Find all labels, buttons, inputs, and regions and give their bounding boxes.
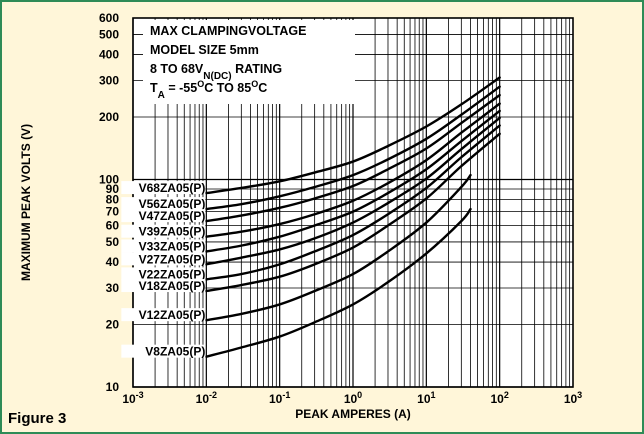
- y-tick-label: 300: [99, 73, 119, 87]
- series-line: [205, 109, 501, 253]
- x-tick-base: 10: [122, 392, 136, 406]
- series-line: [205, 85, 501, 211]
- y-tick-label: 600: [99, 11, 119, 25]
- series-line: [205, 132, 501, 293]
- series-label: V68ZA05(P): [139, 181, 206, 195]
- series-label: V12ZA05(P): [139, 308, 206, 322]
- y-tick-label: 30: [106, 281, 120, 295]
- y-tick-label: 400: [99, 48, 119, 62]
- y-tick-label: 70: [106, 205, 120, 219]
- x-tick-exponent: -3: [136, 390, 144, 400]
- y-tick-label: 500: [99, 27, 119, 41]
- x-tick-label: 103: [564, 390, 582, 406]
- series-line: [205, 102, 501, 238]
- legend-line: MODEL SIZE 5mm: [150, 43, 259, 57]
- x-tick-label: 10-2: [196, 390, 217, 406]
- y-tick-label: 100: [99, 172, 119, 186]
- y-tick-label: 90: [106, 182, 120, 196]
- x-tick-exponent: 2: [504, 390, 509, 400]
- series-line: [205, 124, 501, 281]
- x-tick-exponent: 3: [577, 390, 582, 400]
- series-label: V22ZA05(P): [139, 267, 206, 281]
- x-tick-exponent: -1: [282, 390, 290, 400]
- legend-text-part: A: [158, 90, 165, 101]
- series-label: V47ZA05(P): [139, 209, 206, 223]
- legend-line: MAX CLAMPINGVOLTAGE: [150, 24, 306, 38]
- legend-text-part: = -55: [165, 81, 197, 95]
- x-tick-base: 10: [344, 392, 358, 406]
- x-tick-exponent: 1: [431, 390, 436, 400]
- legend-text-part: MAX CLAMPINGVOLTAGE: [150, 24, 306, 38]
- legend-text-part: N(DC): [203, 71, 231, 82]
- legend-text-part: C: [258, 81, 267, 95]
- figure-label: Figure 3: [8, 410, 66, 427]
- x-tick-exponent: -2: [209, 390, 217, 400]
- y-tick-label: 60: [106, 219, 120, 233]
- series-curves: [205, 76, 501, 358]
- y-tick-label: 50: [106, 235, 120, 249]
- legend-text-part: O: [197, 79, 204, 89]
- series-line: [205, 76, 501, 195]
- series-label: V18ZA05(P): [139, 279, 206, 293]
- legend-text-part: RATING: [232, 62, 282, 76]
- series-label-bg: [121, 197, 206, 211]
- series-label-bg: [121, 181, 206, 195]
- x-axis-title: PEAK AMPERES (A): [295, 407, 411, 421]
- legend-line: 8 TO 68VN(DC) RATING: [150, 62, 282, 82]
- series-label-bg: [121, 239, 206, 253]
- series-label-bg: [121, 224, 206, 238]
- series-line: [205, 116, 501, 266]
- series-label: V27ZA05(P): [139, 252, 206, 266]
- series-label: V8ZA05(P): [145, 345, 205, 359]
- x-tick-base: 10: [417, 392, 431, 406]
- x-tick-label: 102: [490, 390, 508, 406]
- series-label-bg: [121, 308, 206, 322]
- x-tick-base: 10: [196, 392, 210, 406]
- series-line: [205, 173, 472, 322]
- series-line: [205, 207, 472, 358]
- y-tick-label: 80: [106, 193, 120, 207]
- y-tick-label: 10: [106, 380, 120, 394]
- series-label-bg: [121, 252, 206, 266]
- x-tick-base: 10: [269, 392, 283, 406]
- y-tick-label: 200: [99, 110, 119, 124]
- legend-box: [143, 20, 355, 104]
- y-tick-label: 20: [106, 318, 120, 332]
- x-tick-exponent: 0: [357, 390, 362, 400]
- legend-text-part: T: [150, 81, 158, 95]
- x-tick-base: 10: [564, 392, 578, 406]
- x-tick-label: 100: [344, 390, 362, 406]
- legend-text-part: O: [251, 79, 258, 89]
- series-label: V39ZA05(P): [139, 225, 206, 239]
- series-label-bg: [121, 209, 206, 223]
- series-label-bg: [121, 279, 206, 293]
- series-label-bg: [121, 267, 206, 281]
- x-tick-label: 101: [417, 390, 435, 406]
- y-tick-label: 40: [106, 255, 120, 269]
- legend-text-part: C TO 85: [204, 81, 251, 95]
- legend-line: TA = -55OC TO 85OC: [150, 79, 267, 101]
- legend-text-part: 8 TO 68V: [150, 62, 204, 76]
- x-tick-base: 10: [490, 392, 504, 406]
- series-label: V56ZA05(P): [139, 197, 206, 211]
- series-line: [205, 93, 501, 223]
- series-label: V33ZA05(P): [139, 239, 206, 253]
- x-tick-label: 10-1: [269, 390, 290, 406]
- y-axis-title: MAXIMUM PEAK VOLTS (V): [19, 124, 33, 281]
- series-label-bg: [121, 344, 206, 358]
- legend-text-part: MODEL SIZE 5mm: [150, 43, 259, 57]
- x-tick-label: 10-3: [122, 390, 143, 406]
